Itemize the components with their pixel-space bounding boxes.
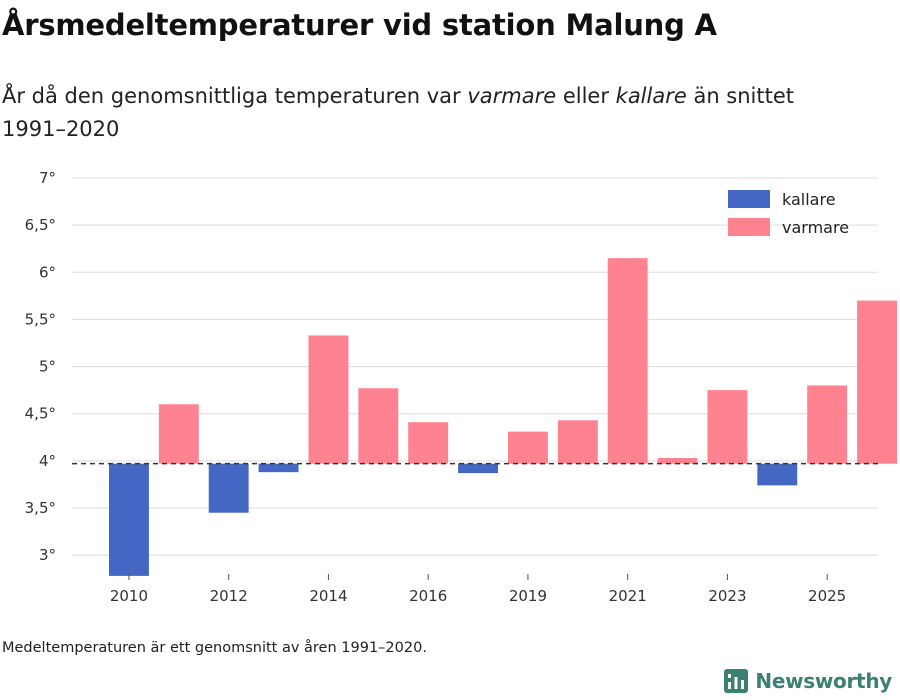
brand-name: Newsworthy	[755, 669, 892, 693]
subtitle-colder: kallare	[615, 84, 687, 108]
bar-2016[interactable]: 2016: 4.41	[408, 422, 449, 464]
x-tick-label: 2016	[409, 587, 447, 605]
x-tick-label: 2019	[509, 587, 547, 605]
bar-2021[interactable]: 2021: 6.15	[607, 258, 648, 464]
bar-2023[interactable]: 2023: 4.75	[707, 390, 748, 464]
chart-subtitle: År då den genomsnittliga temperaturen va…	[2, 80, 862, 146]
newsworthy-logo-icon	[724, 669, 749, 693]
legend: kallare varmare	[728, 190, 849, 237]
legend-swatch-colder[interactable]	[728, 190, 770, 208]
bar-2010[interactable]: 2010: 2.78	[109, 463, 149, 576]
x-tick-label: 2014	[309, 587, 347, 605]
y-tick-label: 3°	[39, 546, 56, 564]
y-tick-label: 4,5°	[25, 405, 56, 423]
bar-2020[interactable]: 2020: 4.43	[557, 420, 598, 464]
bar-2011[interactable]: 2011: 4.6	[158, 404, 199, 464]
y-tick-label: 4°	[39, 452, 56, 470]
bars-layer: 2010: 2.782011: 4.62012: 3.45 2013: 3.88 2…	[109, 258, 897, 576]
x-tick-label: 2012	[210, 587, 248, 605]
footnote: Medeltemperaturen är ett genomsnitt av å…	[2, 640, 427, 656]
bar-2025[interactable]: 2025: 4.8	[807, 385, 848, 464]
bar-2022[interactable]: 2022: 4.03	[657, 458, 698, 464]
y-tick-label: 3,5°	[25, 499, 56, 517]
y-tick-label: 7°	[39, 169, 56, 187]
y-tick-label: 5°	[39, 358, 56, 376]
y-tick-label: 6°	[39, 263, 56, 281]
x-axis: 2010 2012 2014 2016 2019 2021 2023 2025	[110, 574, 846, 605]
chart-title: Årsmedeltemperaturer vid station Malung …	[2, 8, 717, 42]
bar-2012[interactable]: 2012: 3.45	[208, 463, 249, 513]
subtitle-part-2: eller	[556, 84, 616, 108]
bar-2013[interactable]: 2013: 3.88	[258, 463, 299, 473]
x-tick-label: 2025	[808, 587, 846, 605]
y-tick-label: 6,5°	[25, 216, 56, 234]
grid-layer: 3° 3,5° 4° 4,5° 5° 5,5° 6° 6,5° 7°	[25, 169, 878, 564]
legend-label-colder: kallare	[782, 190, 836, 209]
bar-chart: 3°3,5°4°4,5°5°5,5°6°6,5°7° 2010: 2.78201…	[25, 169, 897, 605]
x-tick-label: 2021	[609, 587, 647, 605]
legend-swatch-warmer[interactable]	[728, 218, 770, 236]
subtitle-part-3: än snittet 1991–2020	[2, 84, 795, 141]
x-tick-label: 2023	[708, 587, 746, 605]
bar-2017[interactable]: 2017: 3.87	[458, 463, 498, 474]
brand-logo[interactable]: Newsworthy	[724, 669, 892, 693]
bar-2019[interactable]: 2019: 4.31	[507, 431, 548, 464]
subtitle-part-1: År då den genomsnittliga temperaturen va…	[2, 84, 468, 108]
subtitle-warmer: varmare	[467, 84, 557, 108]
bar-2015[interactable]: 2015: 4.77	[358, 388, 399, 464]
legend-label-warmer: varmare	[782, 218, 849, 237]
x-tick-label: 2010	[110, 587, 148, 605]
bar-2014[interactable]: 2014: 5.33	[308, 335, 349, 464]
bar-2024[interactable]: 2024: 3.74	[757, 463, 798, 486]
y-tick-label: 5,5°	[25, 310, 56, 328]
bar-2026[interactable]: 2026: 5.7	[857, 300, 897, 464]
